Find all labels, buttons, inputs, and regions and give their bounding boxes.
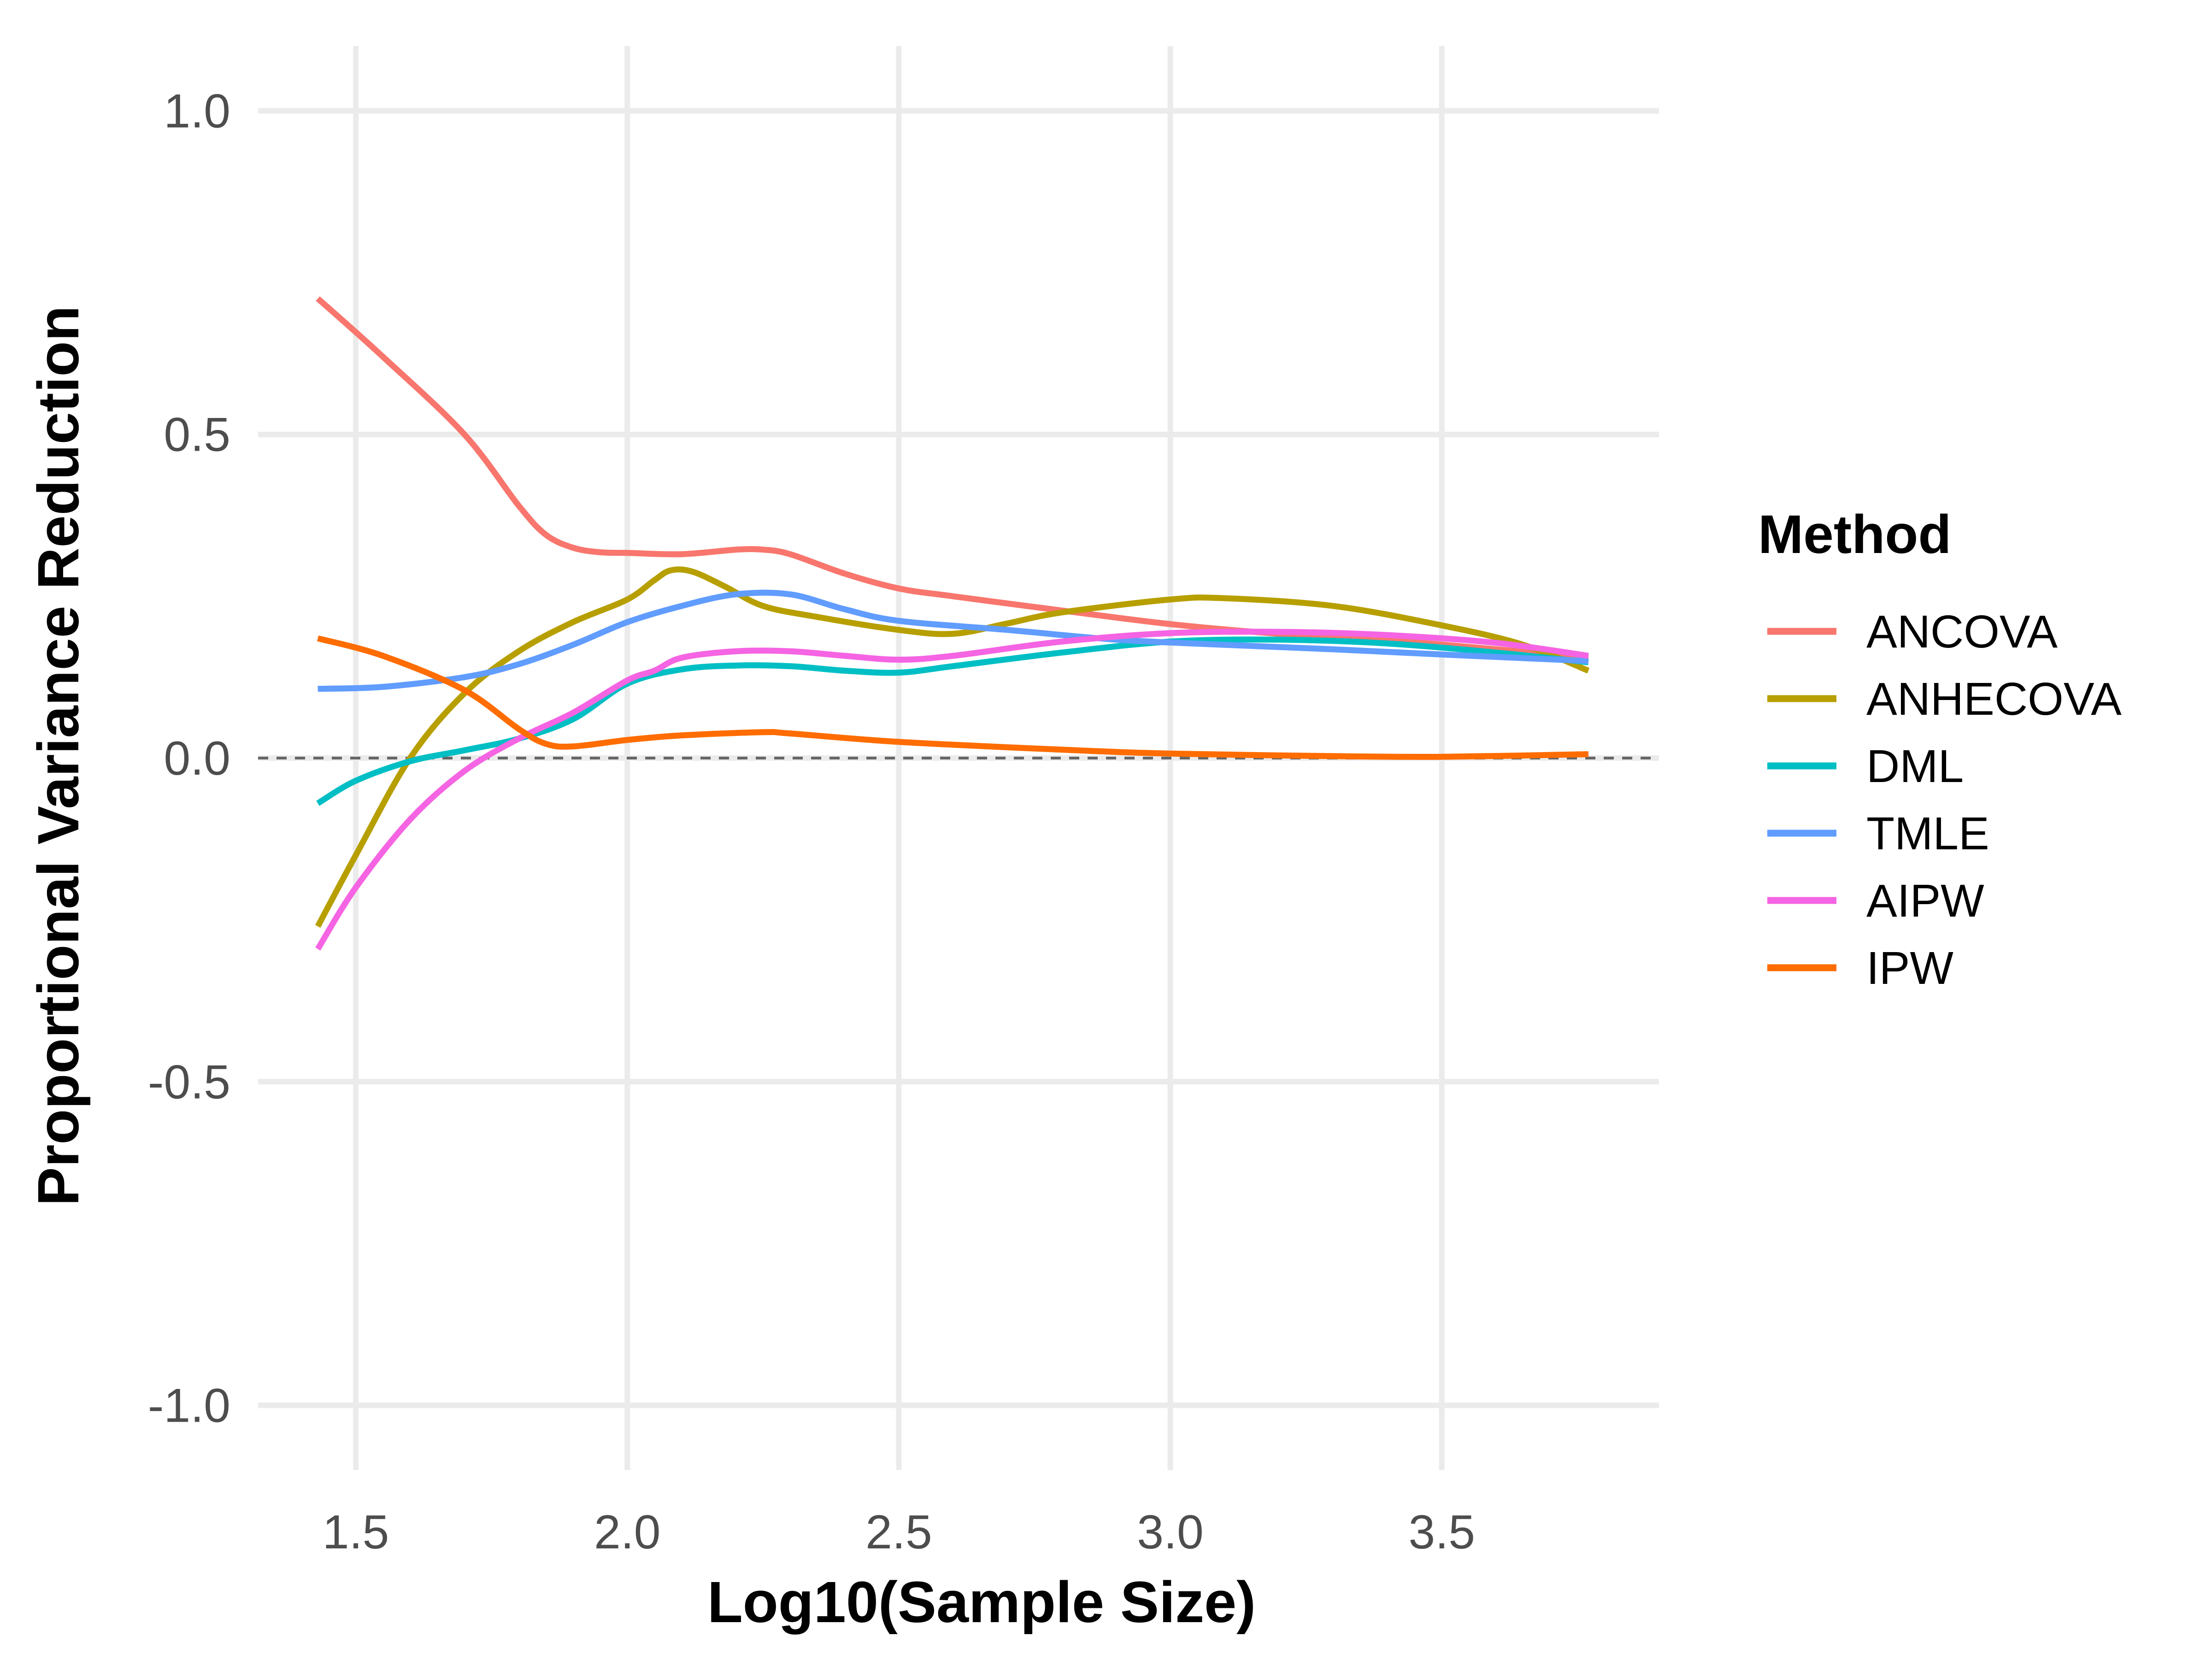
legend-label-ancova: ANCOVA bbox=[1866, 606, 2058, 658]
legend-label-aipw: AIPW bbox=[1866, 875, 1984, 927]
legend-label-anhecova: ANHECOVA bbox=[1866, 673, 2122, 725]
x-tick-label: 1.5 bbox=[323, 1506, 389, 1559]
legend-title: Method bbox=[1758, 504, 1951, 565]
legend-items: ANCOVA ANHECOVA DML TMLE AIPW IPW bbox=[1767, 606, 2122, 994]
y-tick-label: 0.0 bbox=[164, 732, 230, 785]
y-tick-label: 1.0 bbox=[164, 84, 230, 138]
series-line-ancova bbox=[316, 296, 1589, 661]
legend-label-tmle: TMLE bbox=[1866, 808, 1989, 859]
legend-label-dml: DML bbox=[1866, 741, 1964, 792]
y-tick-label: 0.5 bbox=[164, 408, 230, 462]
series-line-aipw bbox=[315, 629, 1589, 951]
x-axis-ticks: 1.5 2.0 2.5 3.0 3.5 bbox=[323, 1506, 1475, 1559]
series-line-dml bbox=[316, 636, 1589, 806]
x-axis-title: Log10(Sample Size) bbox=[707, 1570, 1256, 1635]
series-line-anhecova bbox=[315, 566, 1590, 928]
legend: Method ANCOVA ANHECOVA DML TMLE AIPW IPW bbox=[1758, 504, 2122, 994]
y-axis-ticks: 1.0 0.5 0.0 -0.5 -1.0 bbox=[148, 84, 230, 1432]
y-tick-label: -0.5 bbox=[148, 1055, 230, 1109]
x-tick-label: 3.5 bbox=[1408, 1506, 1475, 1559]
y-tick-label: -1.0 bbox=[148, 1379, 230, 1433]
x-tick-label: 2.0 bbox=[594, 1506, 661, 1559]
legend-label-ipw: IPW bbox=[1866, 942, 1953, 994]
x-tick-label: 2.5 bbox=[865, 1506, 932, 1559]
y-axis-title: Proportional Variance Reduction bbox=[26, 306, 91, 1206]
series-lines bbox=[315, 296, 1590, 951]
series-line-ipw bbox=[317, 635, 1588, 760]
series-line-tmle bbox=[318, 589, 1589, 692]
x-tick-label: 3.0 bbox=[1137, 1506, 1204, 1559]
